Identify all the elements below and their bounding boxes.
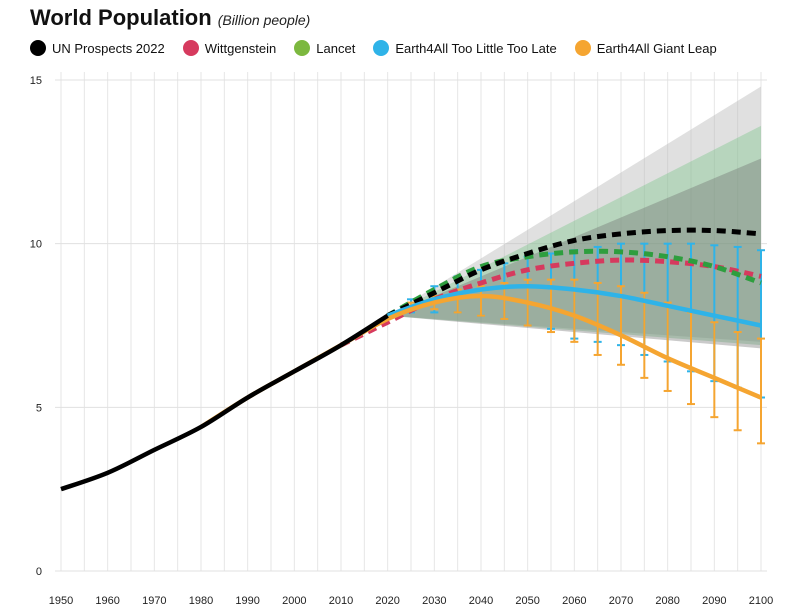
legend-swatch [574, 40, 591, 56]
y-tick-label: 10 [30, 239, 42, 251]
chart-title: World Population (Billion people) [30, 5, 310, 31]
legend-label: Wittgenstein [204, 40, 277, 56]
x-tick-label: 2010 [329, 595, 353, 607]
series-line [386, 248, 762, 318]
legend-label: UN Prospects 2022 [52, 40, 165, 56]
legend-item: Earth4All Giant Leap [574, 40, 717, 56]
y-tick-label: 15 [30, 75, 42, 87]
legend-label: Lancet [316, 40, 356, 56]
x-tick-label: 2000 [282, 595, 306, 607]
x-tick-label: 1970 [142, 595, 166, 607]
legend-swatch [182, 40, 199, 56]
x-tick-label: 2060 [562, 595, 586, 607]
legend-item: Lancet [294, 40, 355, 56]
x-tick-label: 1950 [49, 595, 73, 607]
x-tick-label: 2040 [469, 595, 493, 607]
y-tick-label: 0 [36, 566, 42, 578]
series-line [60, 313, 389, 492]
legend-item: Wittgenstein [182, 40, 277, 56]
x-tick-label: 2070 [609, 595, 633, 607]
legend-item: Earth4All Too Little Too Late [373, 40, 557, 56]
x-tick-label: 1990 [235, 595, 259, 607]
legend-swatch [373, 40, 390, 56]
x-tick-label: 2100 [749, 595, 773, 607]
x-tick-label: 1960 [95, 595, 119, 607]
x-tick-label: 2050 [515, 595, 539, 607]
chart-legend: UN Prospects 2022 Wittgenstein Lancet Earth… [30, 38, 735, 58]
legend-label: Earth4All Giant Leap [596, 40, 717, 56]
legend-item: UN Prospects 2022 [30, 40, 165, 56]
y-tick-label: 5 [36, 402, 42, 414]
x-tick-label: 2080 [655, 595, 679, 607]
series-line [386, 227, 762, 318]
chart-subtitle: (Billion people) [217, 12, 311, 28]
x-tick-label: 2020 [375, 595, 399, 607]
x-tick-label: 2030 [422, 595, 446, 607]
x-tick-label: 1980 [189, 595, 213, 607]
legend-label: Earth4All Too Little Too Late [395, 40, 557, 56]
series-line [386, 283, 762, 328]
x-tick-label: 2090 [702, 595, 726, 607]
legend-swatch [294, 40, 311, 56]
chart-title-text: World Population [30, 5, 212, 30]
legend-swatch [30, 40, 46, 56]
